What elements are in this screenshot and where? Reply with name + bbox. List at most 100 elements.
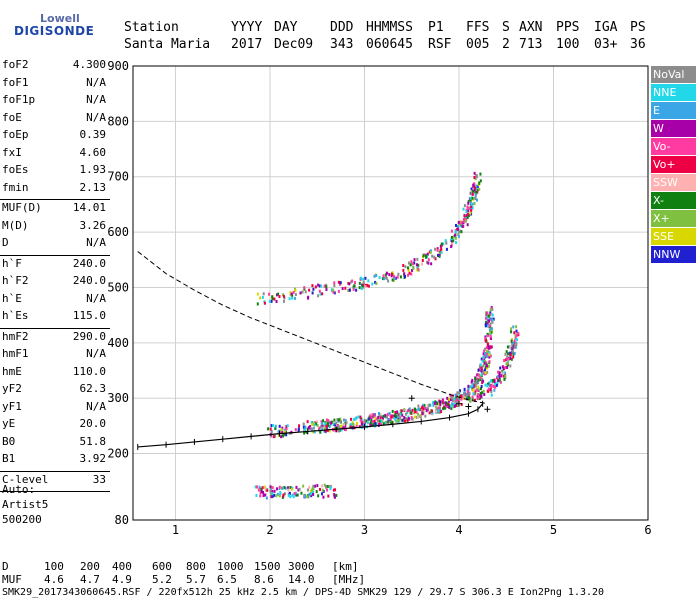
header-label-2: DAY [274,20,298,35]
echo-point [411,408,414,412]
header-value-0: Santa Maria [124,37,211,52]
echo-point [415,415,418,419]
echo-point [325,285,328,289]
echo-point [477,393,480,397]
echo-point [489,331,492,335]
echo-point [487,319,490,323]
echo-point [475,379,478,383]
param-row: yF1 N/A [0,400,110,418]
echo-point [491,320,494,324]
echo-point [485,351,488,355]
echo-point [259,491,262,495]
echo-point [310,427,313,431]
echo-point [361,285,364,289]
param-key: yE [2,417,16,430]
echo-point [399,275,402,279]
echo-point [326,484,329,488]
param-key: foF2 [2,58,29,71]
echo-point [316,420,319,424]
echo-point [476,373,479,377]
param-key: hmF1 [2,347,29,360]
echo-point [453,397,456,401]
echo-point [470,209,473,213]
echo-point [318,426,321,430]
echo-point [485,345,488,349]
echo-point [481,359,484,363]
echo-point [373,414,376,418]
echo-point [447,399,450,403]
echo-point [314,285,317,289]
echo-point [326,488,329,492]
echo-point [444,401,447,405]
echo-point [344,286,347,290]
echo-point [388,411,391,415]
echo-point [509,356,512,360]
echo-point [469,207,472,211]
echo-point [509,351,512,355]
echo-point [460,230,463,234]
echo-point [490,379,493,383]
echo-point [473,398,476,402]
echo-point [467,200,470,204]
echo-point [273,489,276,493]
echo-point [487,345,490,349]
echo-point [434,257,437,261]
echo-point [476,397,479,401]
echo-point [438,254,441,258]
param-key: foF1p [2,93,36,106]
footer-d-7: 1500 [254,560,281,573]
legend-item-sse: SSE [651,228,696,245]
echo-point [287,486,290,490]
echo-point [259,494,262,498]
echo-point [375,422,378,426]
echo-point [392,275,395,279]
echo-point [294,289,297,293]
echo-point [385,420,388,424]
legend-item-x+: X+ [651,210,696,227]
footer-d-3: 400 [112,560,132,573]
echo-point [269,487,272,491]
echo-point [482,379,485,383]
echo-point [360,287,363,291]
echo-point [457,234,460,238]
echo-point [351,421,354,425]
echo-point [473,381,476,385]
echo-point [463,396,466,400]
echo-point [468,391,471,395]
echo-point [483,372,486,376]
echo-point [459,229,462,233]
echo-point [431,254,434,258]
echo-point [446,396,449,400]
echo-point [404,416,407,420]
echo-point [272,424,275,428]
echo-point [344,422,347,426]
echo-point [257,488,260,492]
echo-point [512,341,515,345]
echo-point [471,192,474,196]
echo-point [297,488,300,492]
echo-point [469,211,472,215]
echo-point [450,235,453,239]
header-label-5: P1 [428,20,444,35]
echo-point [267,427,270,431]
echo-point [494,382,497,386]
echo-point [486,354,489,358]
echo-point [465,214,468,218]
echo-point [467,201,470,205]
echo-point [279,491,282,495]
param-value: N/A [86,110,106,124]
echo-point [471,189,474,193]
echo-point [483,361,486,365]
echo-point [477,373,480,377]
echo-point [433,255,436,259]
echo-point [337,425,340,429]
echo-point [428,411,431,415]
echo-point [352,417,355,421]
echo-point [484,336,487,340]
echo-point [462,207,465,211]
header-label-9: PPS [556,20,580,35]
param-row: h`F 240.0 [0,257,110,275]
echo-point [409,409,412,413]
echo-point [367,284,370,288]
echo-point [321,488,324,492]
